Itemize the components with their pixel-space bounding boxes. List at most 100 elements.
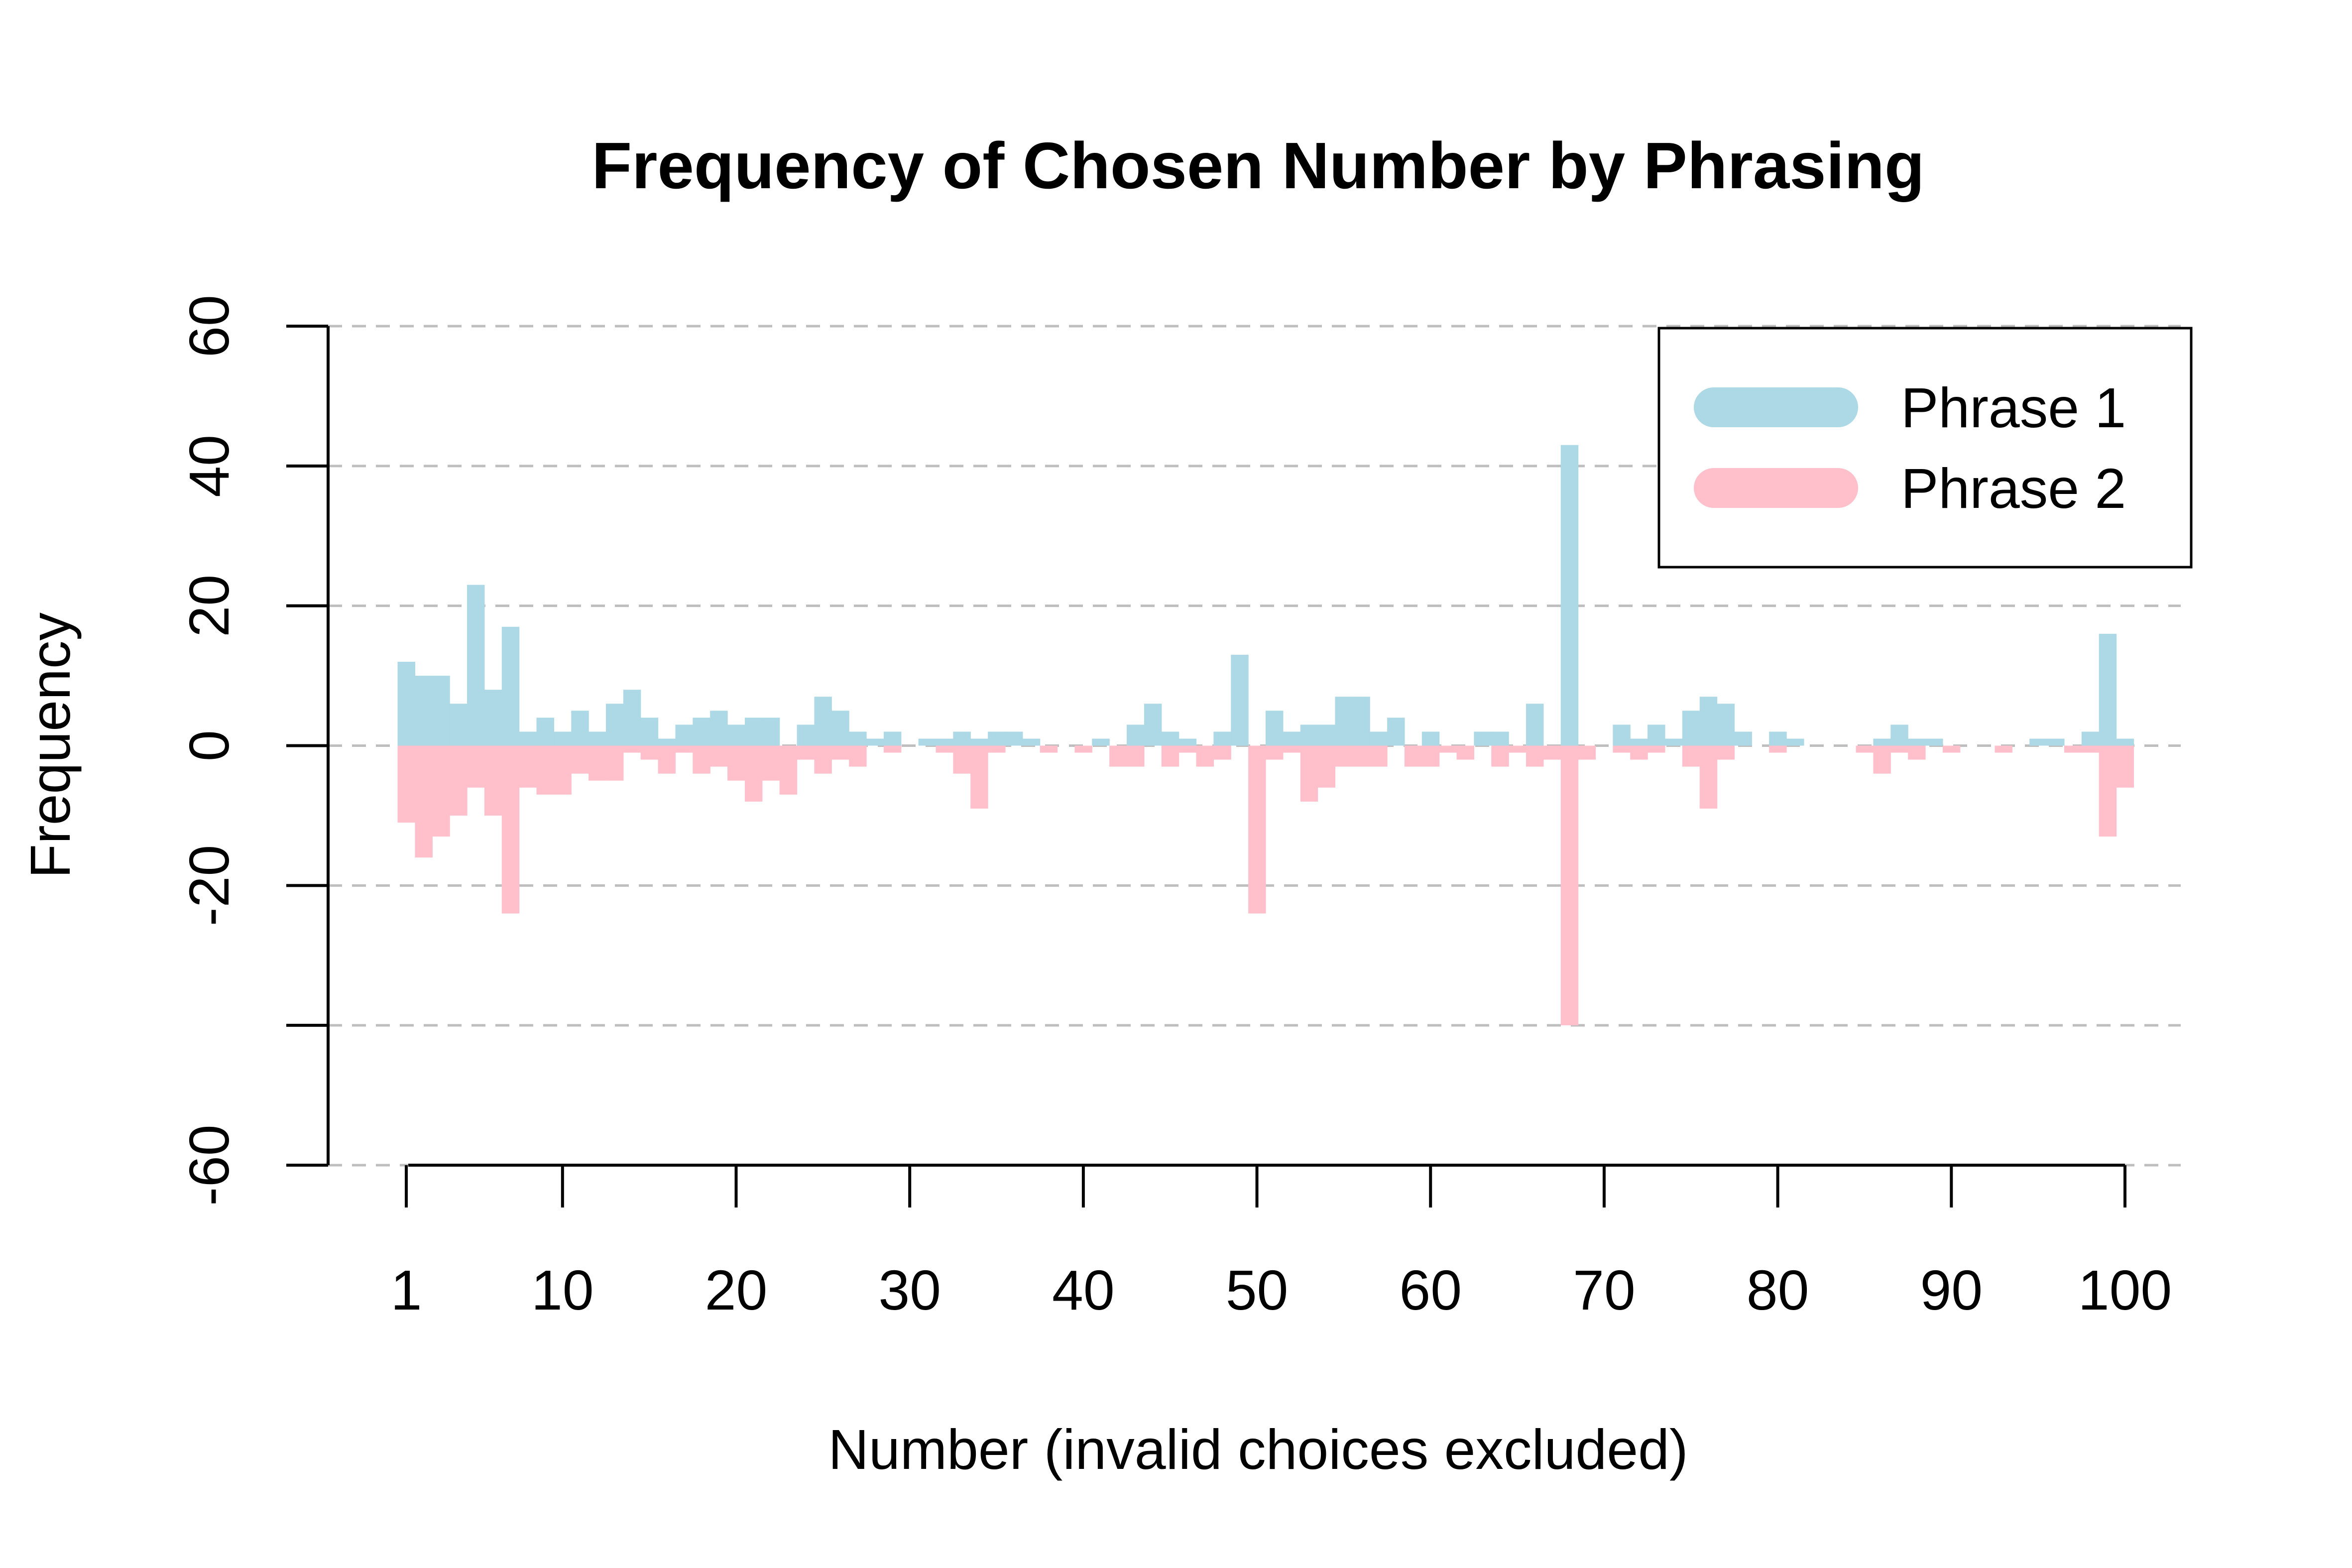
phrase-2-bar xyxy=(605,745,624,781)
phrase-2-bar xyxy=(1873,745,1891,774)
phrase-2-bar xyxy=(536,745,554,795)
y-tick-label: 0 xyxy=(178,730,240,761)
phrase-2-bar xyxy=(710,745,728,767)
phrase-1-bar xyxy=(1387,718,1405,746)
phrase-1-bar xyxy=(588,731,606,746)
phrase-2-bar xyxy=(1161,745,1179,767)
phrase-1-bar xyxy=(1717,704,1735,746)
phrase-2-bar xyxy=(1630,745,1648,760)
chart-title: Frequency of Chosen Number by Phrasing xyxy=(591,129,1924,202)
phrase-1-bar xyxy=(1092,738,1110,746)
phrase-2-bar xyxy=(1526,745,1544,767)
phrase-2-bar xyxy=(1995,745,2012,753)
phrase-1-bar xyxy=(1560,445,1579,746)
phrase-2-bar xyxy=(1578,745,1596,760)
phrase-1-bar xyxy=(814,697,832,746)
phrase-1-bar xyxy=(1890,724,1908,746)
phrase-1-bar xyxy=(2081,731,2100,746)
phrase-1-bar xyxy=(536,718,554,746)
phrase-1-bar xyxy=(918,738,937,746)
phrase-1-bar xyxy=(1925,738,1943,746)
phrase-2-bar xyxy=(1682,745,1700,767)
phrase-1-bar xyxy=(1682,711,1700,746)
phrase-1-bar xyxy=(1421,731,1440,746)
phrase-1-bar xyxy=(1317,724,1336,746)
phrase-1-bar xyxy=(1873,738,1891,746)
phrase-1-bar xyxy=(936,738,953,746)
phrase-2-bar xyxy=(432,745,450,837)
phrase-1-bar xyxy=(1022,738,1041,746)
phrase-1-bar xyxy=(1161,731,1179,746)
phrase-1-bar xyxy=(1699,697,1718,746)
phrase-1-bar xyxy=(2099,633,2117,746)
phrase-2-bar xyxy=(1317,745,1336,788)
phrase-2-bar xyxy=(623,745,641,753)
x-tick-label: 50 xyxy=(1226,1259,1289,1322)
phrase-2-bar xyxy=(1196,745,1214,767)
phrase-2-bar xyxy=(658,745,676,774)
phrase-1-bar xyxy=(970,738,988,746)
phrase-1-bar xyxy=(1664,738,1683,746)
phrase-2-bar xyxy=(744,745,763,802)
x-tick-label: 10 xyxy=(531,1259,594,1322)
phrase-2-bar xyxy=(397,745,416,823)
phrase-1-bar xyxy=(450,704,468,746)
phrase-2-bar xyxy=(2099,745,2117,837)
phrase-1-bar xyxy=(640,718,659,746)
x-tick-label: 60 xyxy=(1399,1259,1462,1322)
phrase-2-bar xyxy=(1074,745,1092,753)
phrase-1-bar xyxy=(605,704,624,746)
phrase-1-bar xyxy=(866,738,884,746)
phrase-2-bar xyxy=(1404,745,1422,767)
phrase-1-bar xyxy=(1908,738,1926,746)
phrase-1-bar xyxy=(762,718,780,746)
phrase-2-bar xyxy=(1491,745,1509,767)
phrase-1-bar xyxy=(1526,704,1544,746)
phrase-1-bar xyxy=(1283,731,1301,746)
x-tick-label: 30 xyxy=(878,1259,941,1322)
y-tick-label: -20 xyxy=(178,845,240,926)
phrase-1-bar xyxy=(744,718,763,746)
phrase-1-bar xyxy=(571,711,589,746)
phrase-2-bar xyxy=(1370,745,1388,767)
phrase-1-bar xyxy=(1613,724,1631,746)
phrase-1-bars xyxy=(397,445,2134,746)
phrase-1-bar xyxy=(1335,697,1353,746)
phrase-2-bar xyxy=(1560,745,1579,1026)
phrase-2-bar xyxy=(1890,745,1908,753)
phrase-2-bar xyxy=(484,745,502,816)
phrase-1-bar xyxy=(415,676,433,746)
phrase-1-bar xyxy=(953,731,971,746)
phrase-2-bar xyxy=(450,745,468,816)
phrase-2-bar xyxy=(1421,745,1440,767)
phrase-1-bar xyxy=(1647,724,1665,746)
y-axis-label: Frequency xyxy=(19,612,82,878)
x-tick-label: 20 xyxy=(705,1259,768,1322)
phrase-2-bar xyxy=(1647,745,1665,753)
phrase-1-bar xyxy=(1734,731,1752,746)
phrase-2-bar xyxy=(1040,745,1058,753)
phrase-2-bar xyxy=(1109,745,1127,767)
phrase-1-bar xyxy=(1786,738,1804,746)
phrase-1-bar xyxy=(849,731,867,746)
phrase-2-bars xyxy=(397,745,2134,1026)
phrase-2-bar xyxy=(2081,745,2100,753)
phrase-1-bar xyxy=(2047,738,2065,746)
phrase-1-bar xyxy=(658,738,676,746)
phrase-2-bar xyxy=(814,745,832,774)
phrase-1-bar xyxy=(988,731,1006,746)
phrase-2-bar xyxy=(831,745,849,760)
phrase-2-bar xyxy=(727,745,745,781)
phrase-2-bar xyxy=(1613,745,1631,753)
phrase-1-bar xyxy=(432,676,450,746)
phrase-1-bar xyxy=(519,731,537,746)
phrase-2-bar xyxy=(1300,745,1318,802)
y-axis-ticks: -60 -20 0 20 40 60 xyxy=(178,295,328,1206)
phrase-2-bar xyxy=(1352,745,1370,767)
phrase-1-bar xyxy=(1474,731,1492,746)
phrase-2-bar xyxy=(2116,745,2134,788)
phrase-2-bar xyxy=(883,745,902,753)
y-tick-label: 20 xyxy=(178,575,240,637)
phrase-2-bar xyxy=(1543,745,1561,760)
